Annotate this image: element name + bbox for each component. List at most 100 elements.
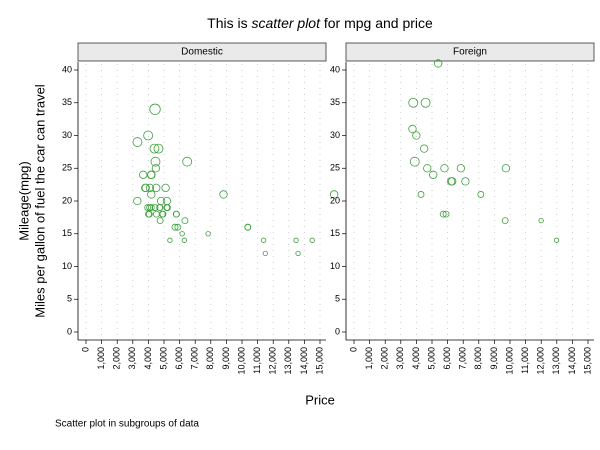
point (179, 231, 185, 237)
point (145, 183, 155, 193)
point (146, 170, 156, 179)
point (434, 59, 443, 68)
point (477, 191, 485, 198)
point (309, 237, 315, 243)
x-tick-label: 3,000 (395, 347, 405, 370)
point (295, 250, 301, 257)
x-tick-label: 15,000 (314, 347, 324, 375)
x-tick-label: 15,000 (582, 347, 592, 375)
point (553, 237, 560, 243)
point (181, 217, 189, 225)
x-tick-label: 5,000 (426, 347, 436, 370)
panel-title: Foreign (453, 47, 487, 58)
point (145, 210, 153, 218)
point (149, 143, 160, 154)
note: Scatter plot in subgroups of data (55, 419, 199, 430)
y-tick-label: 40 (330, 64, 340, 74)
y-tick-label: 5 (67, 294, 72, 304)
x-tick-label: 14,000 (299, 347, 309, 375)
x-axis-title: Price (305, 392, 335, 407)
y-tick-label: 30 (62, 130, 72, 140)
point (420, 97, 431, 108)
point (260, 237, 267, 243)
point (147, 204, 155, 211)
y-axis-title: Miles per gallon of fuel the car can tra… (32, 84, 47, 318)
point (329, 190, 339, 199)
point (153, 143, 164, 154)
y-axis-title: Mileage(mpg) (16, 161, 31, 240)
y-tick-label: 20 (62, 195, 72, 205)
x-tick-label: 0 (348, 347, 358, 352)
y-tick-label: 25 (330, 163, 340, 173)
point (429, 170, 438, 179)
point (144, 204, 152, 211)
panel-title: Domestic (181, 47, 223, 58)
point (408, 124, 417, 134)
point (174, 223, 182, 231)
panel-header (77, 42, 327, 62)
point (412, 131, 421, 140)
x-tick-label: 2,000 (112, 347, 122, 370)
x-tick-label: 14,000 (567, 347, 577, 375)
x-tick-label: 6,000 (174, 347, 184, 370)
x-tick-label: 10,000 (504, 347, 514, 375)
point (151, 204, 159, 211)
point (461, 177, 470, 186)
point (167, 237, 173, 243)
x-tick-label: 5,000 (158, 347, 168, 370)
point (293, 237, 299, 243)
title-part: This is (207, 15, 251, 31)
y-tick-label: 30 (330, 130, 340, 140)
point (151, 164, 161, 173)
x-tick-label: 8,000 (205, 347, 215, 370)
x-tick-label: 7,000 (458, 347, 468, 370)
x-tick-label: 2,000 (380, 347, 390, 370)
point (143, 130, 154, 141)
point (147, 190, 156, 199)
title-part: scatter plot (252, 15, 322, 31)
point (262, 250, 269, 257)
y-tick-label: 20 (330, 195, 340, 205)
y-tick-label: 15 (62, 228, 72, 238)
x-tick-label: 11,000 (520, 347, 530, 374)
y-tick-label: 0 (335, 326, 340, 336)
point (141, 183, 150, 193)
point (244, 223, 252, 231)
x-tick-label: 9,000 (489, 347, 499, 370)
x-tick-label: 12,000 (268, 347, 278, 375)
x-tick-label: 3,000 (127, 347, 137, 370)
point (182, 156, 193, 167)
y-tick-label: 25 (62, 163, 72, 173)
point (159, 210, 167, 218)
y-tick-label: 10 (62, 261, 72, 271)
x-tick-label: 8,000 (473, 347, 483, 370)
x-tick-label: 9,000 (221, 347, 231, 370)
point (440, 164, 449, 173)
point (501, 217, 509, 225)
point (408, 97, 419, 108)
point (173, 210, 180, 218)
point (161, 183, 170, 193)
point (152, 183, 161, 193)
point (156, 217, 164, 225)
point (409, 156, 420, 167)
y-tick-label: 35 (330, 97, 340, 107)
point (181, 237, 187, 243)
y-tick-label: 10 (330, 261, 340, 271)
x-tick-label: 10,000 (236, 347, 246, 375)
x-tick-label: 7,000 (190, 347, 200, 370)
point (423, 164, 432, 173)
panel-header (345, 42, 595, 62)
x-tick-label: 1,000 (364, 347, 374, 370)
point (442, 210, 450, 218)
chart-title: This is scatter plot for mpg and price (207, 15, 433, 31)
x-tick-label: 11,000 (252, 347, 262, 374)
x-tick-label: 13,000 (551, 347, 561, 375)
x-tick-label: 13,000 (283, 347, 293, 375)
point (149, 103, 161, 115)
point (205, 231, 211, 237)
y-tick-label: 35 (62, 97, 72, 107)
title-part: for mpg and price (320, 15, 433, 31)
x-tick-label: 0 (80, 347, 90, 352)
